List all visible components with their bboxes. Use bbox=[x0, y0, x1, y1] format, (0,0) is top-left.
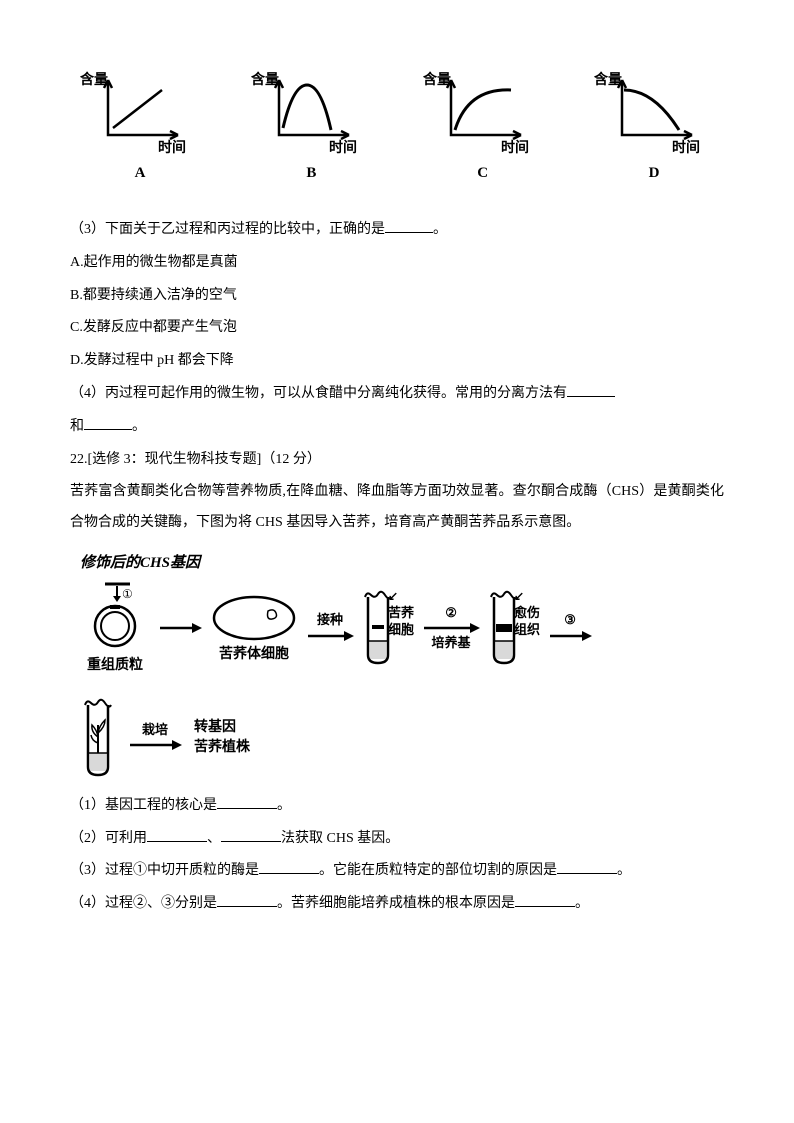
diagram-row1: ① 重组质粒 苦荞体细胞 接种 bbox=[80, 582, 724, 675]
diagram-header: 修饰后的CHS基因 bbox=[80, 547, 724, 580]
subq1-tail: 。 bbox=[277, 798, 291, 813]
chart-d-letter: D bbox=[649, 157, 660, 190]
subq2-post: 法获取 CHS 基因。 bbox=[281, 831, 399, 846]
transgenic-label: 转基因 苦荞植株 bbox=[194, 718, 250, 757]
q4-line1: （4）丙过程可起作用的微生物，可以从食醋中分离纯化获得。常用的分离方法有 bbox=[70, 379, 724, 410]
subq3-pre: （3）过程①中切开质粒的酶是 bbox=[70, 863, 259, 878]
tube-plant-icon bbox=[80, 697, 116, 779]
q3-opt-d: D.发酵过程中 pH 都会下降 bbox=[70, 346, 724, 377]
q3-opt-c: C.发酵反应中都要产生气泡 bbox=[70, 313, 724, 344]
svg-text:含量: 含量 bbox=[251, 71, 279, 88]
tube1-bot: 细胞 bbox=[388, 622, 414, 639]
arrow-3: ③ bbox=[548, 613, 592, 643]
blank bbox=[567, 379, 615, 397]
svg-text:含量: 含量 bbox=[80, 71, 108, 88]
cultivate-arrow: 栽培 bbox=[128, 723, 182, 753]
chart-b: 含量 时间 B bbox=[251, 70, 371, 190]
subq3: （3）过程①中切开质粒的酶是 。它能在质粒特定的部位切割的原因是 。 bbox=[70, 856, 724, 887]
arrow-icon bbox=[158, 618, 202, 638]
subq4-pre: （4）过程②、③分别是 bbox=[70, 896, 217, 911]
num2: ② bbox=[445, 606, 457, 620]
blank bbox=[557, 856, 617, 874]
blank bbox=[515, 889, 575, 907]
subq2: （2）可利用 、 法获取 CHS 基因。 bbox=[70, 824, 724, 855]
chart-a: 含量 时间 A bbox=[80, 70, 200, 190]
subq3-tail: 。 bbox=[617, 863, 631, 878]
plasmid-icon: ① bbox=[80, 582, 150, 654]
chart-b-letter: B bbox=[306, 157, 316, 190]
subq4: （4）过程②、③分别是 。苦荞细胞能培养成植株的根本原因是 。 bbox=[70, 889, 724, 920]
q3-stem-text: （3）下面关于乙过程和丙过程的比较中，正确的是 bbox=[70, 222, 385, 237]
cell-col: 苦荞体细胞 bbox=[210, 593, 298, 664]
svg-text:含量: 含量 bbox=[423, 71, 451, 88]
chart-b-svg: 含量 时间 bbox=[251, 70, 371, 155]
subq3-mid: 。它能在质粒特定的部位切割的原因是 bbox=[319, 863, 557, 878]
medium-label: 培养基 bbox=[432, 636, 471, 650]
chart-c: 含量 时间 C bbox=[423, 70, 543, 190]
subq2-pre: （2）可利用 bbox=[70, 831, 147, 846]
blank bbox=[385, 215, 433, 233]
q3-tail: 。 bbox=[433, 222, 447, 237]
arrow-icon bbox=[548, 628, 592, 644]
svg-text:时间: 时间 bbox=[501, 139, 529, 155]
chart-a-svg: 含量 时间 bbox=[80, 70, 200, 155]
num3: ③ bbox=[564, 613, 576, 627]
blank bbox=[217, 791, 277, 809]
blank bbox=[84, 412, 132, 430]
tube2-top: 愈伤 bbox=[514, 605, 540, 622]
diagram: 修饰后的CHS基因 ① 重组质粒 苦荞体 bbox=[70, 547, 724, 779]
svg-text:时间: 时间 bbox=[329, 139, 357, 155]
cultivate-text: 栽培 bbox=[142, 723, 168, 737]
row2-label2: 苦荞植株 bbox=[194, 738, 250, 758]
svg-text:①: ① bbox=[122, 587, 133, 601]
blank bbox=[221, 824, 281, 842]
row2-label1: 转基因 bbox=[194, 718, 250, 738]
chart-c-svg: 含量 时间 bbox=[423, 70, 543, 155]
svg-text:时间: 时间 bbox=[158, 139, 186, 155]
plasmid-label: 重组质粒 bbox=[87, 658, 143, 675]
arrow-icon bbox=[306, 628, 354, 644]
diagram-row2: 栽培 转基因 苦荞植株 bbox=[80, 697, 724, 779]
tube2-col: ↙ 愈伤 组织 bbox=[488, 589, 540, 667]
subq2-mid: 、 bbox=[207, 831, 221, 846]
arrow-2: ② 培养基 bbox=[422, 606, 480, 651]
subq1-pre: （1）基因工程的核心是 bbox=[70, 798, 217, 813]
tube1-col: ↙ 苦荞 细胞 bbox=[362, 589, 414, 667]
subq4-mid: 。苦荞细胞能培养成植株的根本原因是 bbox=[277, 896, 515, 911]
subq4-tail: 。 bbox=[575, 896, 589, 911]
q3-stem: （3）下面关于乙过程和丙过程的比较中，正确的是 。 bbox=[70, 215, 724, 246]
chart-a-letter: A bbox=[135, 157, 146, 190]
blank bbox=[259, 856, 319, 874]
subq1: （1）基因工程的核心是 。 bbox=[70, 791, 724, 822]
q22-para: 苦荞富含黄酮类化合物等营养物质,在降血糖、降血脂等方面功效显著。查尔酮合成酶（C… bbox=[70, 477, 724, 539]
q22-header: 22.[选修 3：现代生物科技专题]（12 分） bbox=[70, 445, 724, 476]
plasmid-col: ① 重组质粒 bbox=[80, 582, 150, 675]
q3-opt-a: A.起作用的微生物都是真菌 bbox=[70, 248, 724, 279]
seed-arrow: 接种 bbox=[306, 613, 354, 643]
chart-d: 含量 时间 D bbox=[594, 70, 714, 190]
chart-d-svg: 含量 时间 bbox=[594, 70, 714, 155]
svg-text:含量: 含量 bbox=[594, 71, 622, 88]
arrow-icon bbox=[128, 737, 182, 753]
svg-text:时间: 时间 bbox=[672, 139, 700, 155]
cell-icon bbox=[210, 593, 298, 643]
arrow-icon bbox=[422, 620, 480, 636]
blank bbox=[217, 889, 277, 907]
charts-row: 含量 时间 A 含量 时间 B 含量 bbox=[70, 70, 724, 205]
q4-line2: 和。 bbox=[70, 412, 724, 443]
q4-line1-text: （4）丙过程可起作用的微生物，可以从食醋中分离纯化获得。常用的分离方法有 bbox=[70, 386, 567, 401]
chart-c-letter: C bbox=[477, 157, 488, 190]
tube2-bot: 组织 bbox=[514, 622, 540, 639]
cell-label: 苦荞体细胞 bbox=[219, 647, 289, 664]
tube1-top: 苦荞 bbox=[388, 605, 414, 622]
q4-line2-pre: 和 bbox=[70, 419, 84, 434]
q3-opt-b: B.都要持续通入洁净的空气 bbox=[70, 281, 724, 312]
blank bbox=[147, 824, 207, 842]
seed-text: 接种 bbox=[317, 613, 343, 627]
q4-line2-tail: 。 bbox=[132, 419, 146, 434]
